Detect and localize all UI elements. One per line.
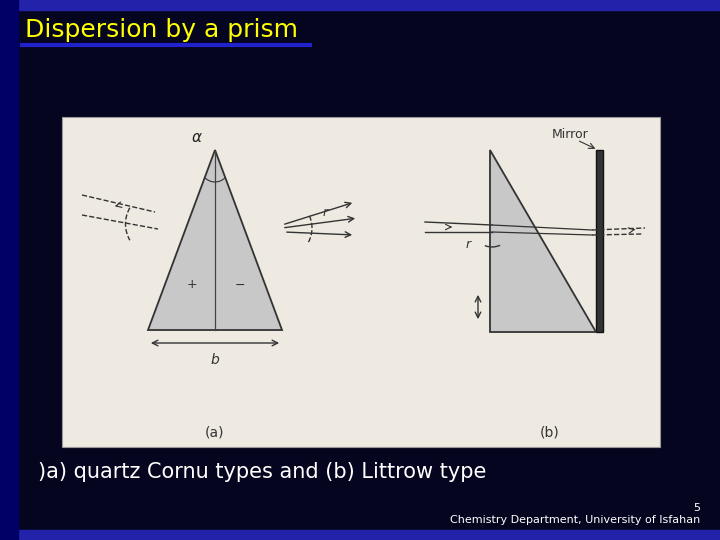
Text: (b): (b) <box>540 426 560 440</box>
Polygon shape <box>490 150 596 332</box>
Polygon shape <box>148 150 282 330</box>
Bar <box>62 117 660 447</box>
Text: )a) quartz Cornu types and (b) Littrow type: )a) quartz Cornu types and (b) Littrow t… <box>38 462 487 482</box>
Text: +: + <box>186 279 197 292</box>
Text: r: r <box>465 238 471 251</box>
Text: (a): (a) <box>205 426 225 440</box>
Text: Mirror: Mirror <box>552 129 588 141</box>
Text: r: r <box>323 206 328 219</box>
Bar <box>0 0 720 10</box>
Text: −: − <box>235 279 246 292</box>
Text: 5: 5 <box>693 503 700 513</box>
Text: b: b <box>211 353 220 367</box>
Text: Dispersion by a prism: Dispersion by a prism <box>25 18 298 42</box>
Bar <box>596 150 603 332</box>
Bar <box>0 0 18 540</box>
Text: Chemistry Department, University of Isfahan: Chemistry Department, University of Isfa… <box>450 515 700 525</box>
Text: α: α <box>192 131 202 145</box>
Bar <box>0 530 720 540</box>
